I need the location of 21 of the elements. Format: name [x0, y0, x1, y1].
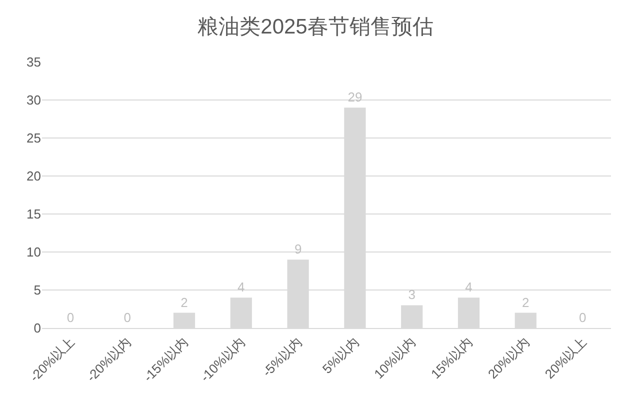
y-tick-label: 25: [26, 130, 41, 146]
y-tick-label: 20: [26, 168, 41, 184]
data-label: 3: [408, 287, 416, 302]
y-tick-label: 5: [34, 282, 41, 298]
data-label: 2: [180, 294, 188, 310]
x-tick-label: 5%以内: [319, 334, 362, 376]
data-label: 4: [465, 280, 472, 295]
y-tick-label: 15: [26, 206, 41, 222]
y-tick-label: 30: [26, 92, 41, 108]
data-label: 2: [522, 294, 530, 310]
data-label: 4: [238, 280, 245, 295]
x-tick-label: -5%以内: [259, 334, 305, 380]
data-label: 9: [294, 242, 302, 257]
y-tick-label: 35: [26, 54, 41, 70]
data-label: 0: [66, 310, 74, 325]
data-label: 29: [348, 90, 362, 105]
data-label: 0: [124, 310, 131, 325]
data-label: 0: [578, 310, 586, 325]
y-tick-label: 0: [34, 320, 41, 336]
y-tick-label: 10: [26, 244, 41, 260]
chart-title: 粮油类2025春节销售预估: [198, 15, 434, 38]
